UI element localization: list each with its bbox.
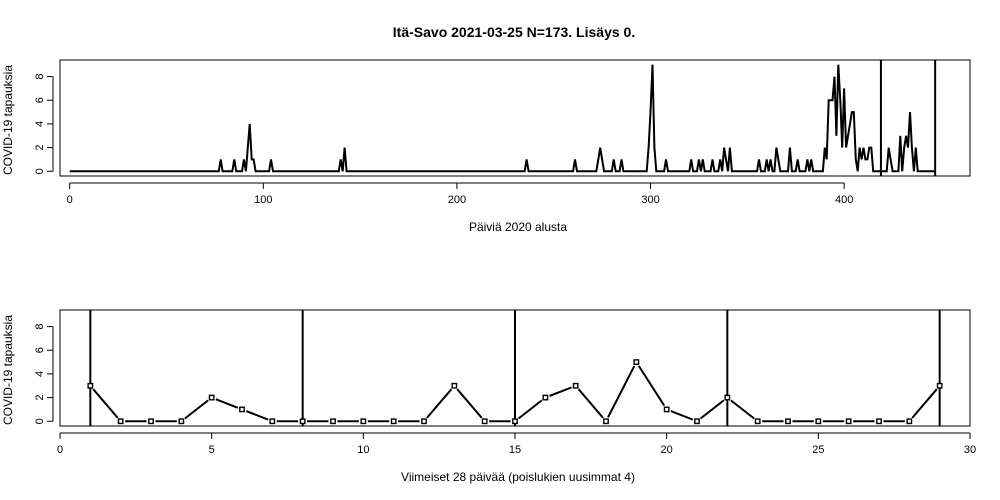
series-segment <box>607 365 636 418</box>
x-tick-label: 200 <box>448 194 466 206</box>
series-segment <box>92 388 119 419</box>
y-tick-label: 8 <box>34 324 46 330</box>
x-tick-label: 5 <box>209 444 215 456</box>
series-segment <box>911 388 938 419</box>
series-segment <box>670 410 694 421</box>
full-period-panel: 0 100 200 300 400 0 2 4 6 8 Päiviä 2020 alusta COVI… <box>1 59 971 234</box>
series-segment <box>456 388 483 419</box>
y-tick-label: 4 <box>34 121 46 127</box>
data-point <box>421 418 427 425</box>
chart-title: Itä-Savo 2021-03-25 N=173. Lisäys 0. <box>393 24 635 40</box>
data-point <box>694 418 700 425</box>
y-tick-label: 6 <box>34 97 46 103</box>
data-point <box>481 418 488 425</box>
plot-frame <box>59 59 971 177</box>
data-point <box>360 418 367 425</box>
data-point <box>724 394 731 401</box>
y-tick-label: 0 <box>34 418 46 424</box>
data-point <box>330 418 336 425</box>
data-point <box>239 406 245 413</box>
data-point <box>815 418 822 425</box>
x-tick-label: 15 <box>509 444 521 456</box>
data-point <box>603 418 609 425</box>
data-point <box>572 382 579 389</box>
data-point <box>208 394 215 401</box>
x-tick-label: 10 <box>357 444 369 456</box>
x-tick-label: 0 <box>67 194 73 206</box>
series-segment <box>426 388 453 419</box>
x-tick-label: 400 <box>835 194 853 206</box>
data-point <box>299 418 306 425</box>
x-axis-title: Viimeiset 28 päivää (poislukien uusimmat… <box>401 470 635 484</box>
x-axis-title: Päiviä 2020 alusta <box>469 220 567 234</box>
series-segment <box>215 398 239 409</box>
data-point <box>451 382 458 389</box>
data-point <box>178 418 185 425</box>
data-point <box>148 418 154 425</box>
y-tick-label: 2 <box>34 395 46 401</box>
y-tick-label: 6 <box>34 347 46 353</box>
data-point <box>663 406 670 413</box>
series-segment <box>245 410 269 421</box>
data-point <box>117 418 124 425</box>
series-segment <box>577 388 604 419</box>
series-segment <box>699 399 725 420</box>
data-point <box>390 418 397 425</box>
series-segment <box>730 399 755 420</box>
x-tick-label: 300 <box>641 194 659 206</box>
data-point <box>876 418 882 425</box>
data-point <box>542 394 549 401</box>
data-point <box>936 382 943 389</box>
x-tick-label: 20 <box>661 444 673 456</box>
x-tick-label: 100 <box>254 194 272 206</box>
series-segment <box>637 365 666 407</box>
y-tick-label: 4 <box>34 371 46 377</box>
data-point <box>845 418 852 425</box>
y-tick-label: 8 <box>34 74 46 80</box>
data-point <box>785 418 791 425</box>
data-point <box>87 382 94 389</box>
x-tick-label: 0 <box>57 444 63 456</box>
data-point <box>633 359 640 365</box>
data-point <box>754 418 761 425</box>
daily-cases-line <box>69 64 936 173</box>
x-tick-label: 30 <box>964 444 976 456</box>
data-point <box>906 418 913 425</box>
x-tick-label: 25 <box>812 444 824 456</box>
y-axis-title: COVID-19 tapauksia <box>1 315 15 425</box>
y-tick-label: 2 <box>34 145 46 151</box>
series-segment <box>517 399 543 420</box>
last-28-days-panel: 0 5 10 15 20 25 30 0 2 4 6 8 Viimeiset 28 päivää (po… <box>1 309 976 484</box>
data-point <box>512 418 518 425</box>
y-axis-title: COVID-19 tapauksia <box>1 65 15 175</box>
series-segment <box>184 399 209 420</box>
data-point <box>269 418 276 425</box>
series-segment <box>549 386 572 397</box>
y-tick-label: 0 <box>34 168 46 174</box>
